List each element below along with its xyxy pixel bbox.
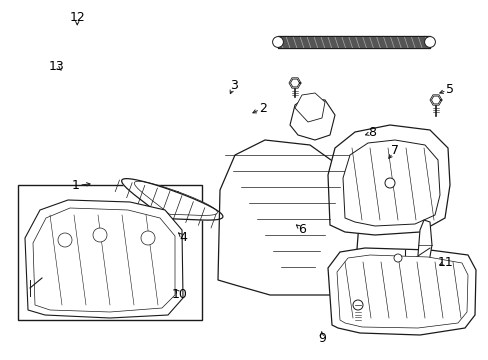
Polygon shape bbox=[336, 255, 467, 328]
Polygon shape bbox=[218, 140, 359, 295]
Text: 8: 8 bbox=[368, 126, 376, 139]
Circle shape bbox=[58, 233, 72, 247]
Polygon shape bbox=[288, 78, 301, 88]
Bar bbox=[18, 185, 202, 320]
Polygon shape bbox=[430, 96, 440, 104]
Text: 6: 6 bbox=[298, 223, 305, 236]
Polygon shape bbox=[327, 248, 475, 335]
Circle shape bbox=[384, 178, 394, 188]
Polygon shape bbox=[122, 179, 223, 220]
Polygon shape bbox=[25, 200, 183, 318]
Text: 10: 10 bbox=[172, 288, 187, 301]
Circle shape bbox=[141, 231, 155, 245]
Circle shape bbox=[393, 254, 401, 262]
Polygon shape bbox=[33, 208, 175, 312]
Polygon shape bbox=[289, 98, 334, 140]
Text: 11: 11 bbox=[437, 256, 453, 269]
Polygon shape bbox=[327, 125, 449, 235]
Text: 7: 7 bbox=[390, 144, 398, 157]
Polygon shape bbox=[294, 93, 325, 122]
Circle shape bbox=[93, 228, 107, 242]
Circle shape bbox=[424, 37, 434, 48]
Text: 5: 5 bbox=[445, 83, 453, 96]
Text: 13: 13 bbox=[48, 60, 64, 73]
Circle shape bbox=[352, 300, 362, 310]
Text: 1: 1 bbox=[72, 179, 80, 192]
Polygon shape bbox=[429, 95, 441, 105]
Text: 9: 9 bbox=[317, 332, 325, 345]
Text: 4: 4 bbox=[179, 231, 187, 244]
Polygon shape bbox=[417, 220, 431, 270]
Polygon shape bbox=[290, 79, 299, 87]
Text: 2: 2 bbox=[259, 102, 266, 114]
Circle shape bbox=[272, 37, 283, 48]
Text: 3: 3 bbox=[229, 79, 237, 92]
Polygon shape bbox=[342, 140, 439, 226]
Text: 12: 12 bbox=[69, 11, 85, 24]
